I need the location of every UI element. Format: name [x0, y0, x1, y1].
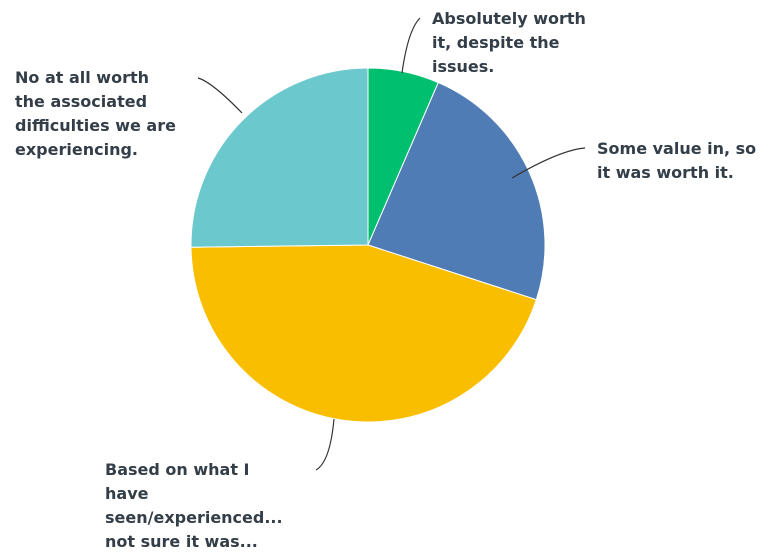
leader-lines [197, 17, 586, 471]
pie-slice-not-sure [190, 244, 537, 423]
slice-label-line: it was worth it. [597, 163, 734, 182]
leader-line-not-at-all [197, 77, 243, 114]
leader-line-not-sure [315, 418, 335, 471]
slice-label-line: Absolutely worth [432, 9, 586, 28]
slice-label-not-sure: Based on what I have seen/experienced... no… [105, 460, 283, 551]
slice-label-line: issues. [432, 57, 494, 76]
slice-label-line: seen/experienced... [105, 508, 283, 527]
leader-line-some-value [511, 147, 586, 179]
slice-label-line: Some value in, so [597, 139, 756, 158]
slice-label-line: the associated [15, 92, 147, 111]
slice-label-line: not sure it was... [105, 532, 258, 551]
slice-label-not-at-all: No at all worth the associated difficultie… [15, 68, 176, 159]
slice-label-some-value: Some value in, so it was worth it. [597, 139, 756, 182]
slice-label-line: experiencing. [15, 140, 138, 159]
slice-label-line: it, despite the [432, 33, 560, 52]
slice-label-line: have [105, 484, 149, 503]
slice-label-absolutely-worth: Absolutely worth it, despite the issues. [432, 9, 586, 76]
pie-slice-not-at-all [190, 67, 369, 248]
slice-labels: Absolutely worth it, despite the issues. S… [15, 9, 756, 551]
slice-label-line: difficulties we are [15, 116, 176, 135]
leader-line-absolutely-worth [401, 17, 421, 74]
slice-label-line: No at all worth [15, 68, 149, 87]
pie-slices [190, 67, 546, 423]
slice-label-line: Based on what I [105, 460, 249, 479]
pie-slice-some-value [367, 81, 546, 301]
